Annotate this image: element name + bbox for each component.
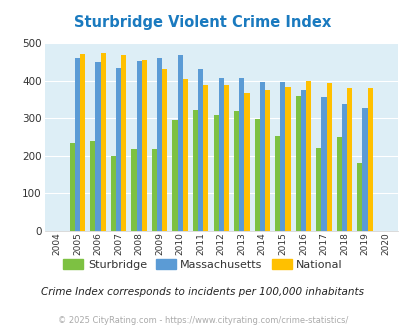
Bar bbox=[95, 62, 100, 231]
Bar bbox=[162, 69, 167, 231]
Bar bbox=[75, 57, 80, 231]
Bar bbox=[341, 104, 346, 231]
Bar bbox=[111, 156, 116, 231]
Bar bbox=[151, 149, 157, 231]
Bar bbox=[131, 149, 136, 231]
Bar bbox=[157, 58, 162, 231]
Bar bbox=[275, 136, 279, 231]
Bar bbox=[244, 93, 249, 231]
Bar bbox=[254, 118, 259, 231]
Bar bbox=[259, 82, 264, 231]
Bar bbox=[172, 120, 177, 231]
Bar bbox=[121, 55, 126, 231]
Bar bbox=[356, 163, 362, 231]
Bar bbox=[279, 82, 285, 231]
Bar bbox=[234, 111, 239, 231]
Bar bbox=[203, 85, 208, 231]
Bar bbox=[305, 81, 310, 231]
Bar bbox=[218, 78, 223, 231]
Bar bbox=[136, 61, 141, 231]
Text: © 2025 CityRating.com - https://www.cityrating.com/crime-statistics/: © 2025 CityRating.com - https://www.city… bbox=[58, 315, 347, 325]
Bar bbox=[326, 83, 331, 231]
Legend: Sturbridge, Massachusetts, National: Sturbridge, Massachusetts, National bbox=[59, 255, 346, 274]
Bar bbox=[321, 97, 326, 231]
Bar bbox=[182, 79, 188, 231]
Text: Sturbridge Violent Crime Index: Sturbridge Violent Crime Index bbox=[74, 15, 331, 30]
Bar bbox=[213, 115, 218, 231]
Bar bbox=[177, 55, 182, 231]
Bar bbox=[295, 96, 300, 231]
Bar bbox=[223, 85, 228, 231]
Bar bbox=[198, 69, 203, 231]
Bar bbox=[264, 90, 269, 231]
Bar bbox=[100, 53, 105, 231]
Bar bbox=[315, 148, 321, 231]
Text: Crime Index corresponds to incidents per 100,000 inhabitants: Crime Index corresponds to incidents per… bbox=[41, 287, 364, 297]
Bar bbox=[285, 87, 290, 231]
Bar bbox=[367, 88, 372, 231]
Bar bbox=[192, 110, 198, 231]
Bar bbox=[116, 69, 121, 231]
Bar bbox=[239, 78, 244, 231]
Bar bbox=[300, 89, 305, 231]
Bar bbox=[80, 54, 85, 231]
Bar bbox=[346, 88, 351, 231]
Bar bbox=[362, 108, 367, 231]
Bar bbox=[141, 60, 147, 231]
Bar bbox=[336, 137, 341, 231]
Bar bbox=[90, 142, 95, 231]
Bar bbox=[70, 143, 75, 231]
